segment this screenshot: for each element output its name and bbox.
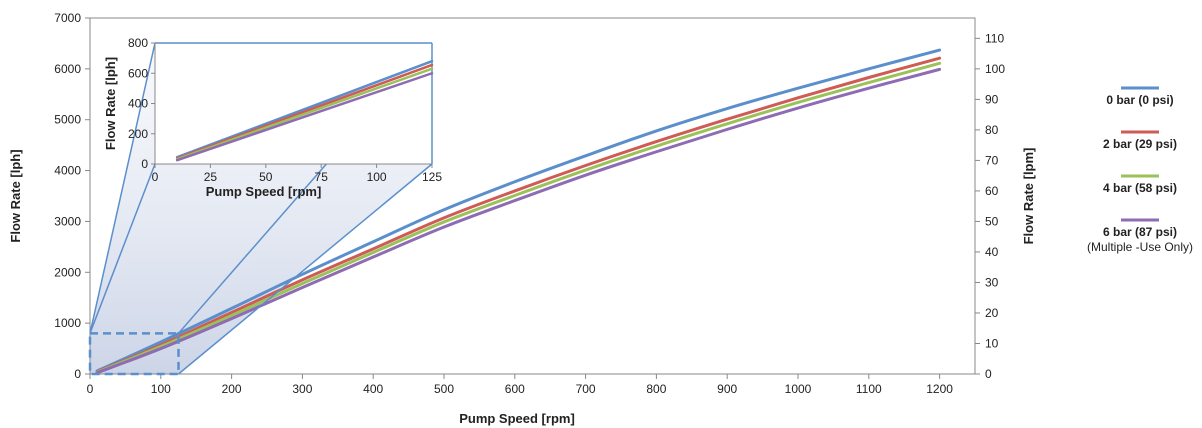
- y-tick-label: 7000: [54, 11, 81, 25]
- inset-y-tick-label: 0: [141, 157, 148, 171]
- y-right-axis-label: Flow Rate [lpm]: [1021, 148, 1036, 245]
- y-tick-label: 1000: [54, 316, 81, 330]
- y-right-tick-label: 20: [985, 306, 999, 320]
- inset-x-tick-label: 100: [367, 170, 387, 184]
- y-right-tick-label: 30: [985, 275, 999, 289]
- x-tick-label: 0: [87, 382, 94, 396]
- inset-x-tick-label: 125: [422, 170, 442, 184]
- y-tick-label: 5000: [54, 113, 81, 127]
- x-tick-label: 100: [151, 382, 171, 396]
- x-tick-label: 600: [505, 382, 525, 396]
- y-right-tick-label: 50: [985, 214, 999, 228]
- legend-label-1: 2 bar (29 psi): [1103, 137, 1177, 151]
- inset-background: [155, 43, 432, 164]
- inset-x-axis-label: Pump Speed [rpm]: [206, 184, 322, 199]
- x-tick-label: 300: [292, 382, 312, 396]
- y-tick-label: 0: [74, 367, 81, 381]
- series-line-1: [95, 56, 942, 374]
- inset-y-tick-label: 600: [128, 66, 148, 80]
- zoom-projection-fill: [90, 43, 432, 374]
- y-right-tick-label: 40: [985, 245, 999, 259]
- zoom-line-top-left: [89, 42, 156, 334]
- y-right-tick-label: 90: [985, 92, 999, 106]
- y-tick-label: 3000: [54, 214, 81, 228]
- main-ticks: 0 100 200 300 400 500 600 700 800 900 1000 1100 1200…: [54, 11, 1005, 396]
- inset-y-tick-label: 800: [128, 36, 148, 50]
- inset-series-line-3: [175, 72, 434, 162]
- plot-frame: [89, 17, 976, 375]
- inset-x-tick-label: 75: [315, 170, 329, 184]
- x-tick-label: 1200: [926, 382, 953, 396]
- y-tick-label: 2000: [54, 265, 81, 279]
- main-axes: [89, 17, 976, 375]
- series-line-2: [95, 61, 942, 374]
- x-tick-label: 800: [646, 382, 666, 396]
- series-line-3: [95, 67, 942, 375]
- y-tick-label: 6000: [54, 62, 81, 76]
- inset-x-tick-label: 25: [204, 170, 218, 184]
- inset-x-tick-label: 50: [259, 170, 273, 184]
- y-right-tick-label: 80: [985, 123, 999, 137]
- y-axis-label: Flow Rate [lph]: [8, 149, 23, 242]
- x-tick-label: 1100: [856, 382, 882, 396]
- x-tick-label: 400: [363, 382, 383, 396]
- inset-y-tick-label: 200: [128, 127, 148, 141]
- legend-label-3: 6 bar (87 psi): [1103, 225, 1177, 239]
- inset-series-line-2: [175, 67, 434, 161]
- zoom-box: [88, 332, 180, 376]
- main-series: [95, 48, 942, 375]
- inset-series-line-0: [175, 59, 434, 159]
- inset-y-axis-label: Flow Rate [lph]: [103, 57, 118, 150]
- y-right-tick-label: 100: [985, 62, 1005, 76]
- inset-chart: 0 25 50 75 100 125 0 200 400 600 800 Pump Speed [rp…: [103, 36, 442, 199]
- y-right-tick-label: 60: [985, 184, 999, 198]
- y-right-tick-label: 110: [985, 31, 1004, 45]
- inset-series-line-1: [175, 63, 434, 160]
- legend-note: (Multiple -Use Only): [1087, 240, 1193, 254]
- y-right-tick-label: 0: [985, 367, 992, 381]
- series-line-0: [95, 48, 942, 373]
- legend-label-2: 4 bar (58 psi): [1103, 181, 1177, 195]
- zoom-line-bottom-left: [89, 163, 156, 334]
- x-axis-label: Pump Speed [rpm]: [459, 411, 575, 426]
- y-right-tick-label: 10: [985, 336, 999, 350]
- inset-y-tick-label: 400: [128, 97, 148, 111]
- x-tick-label: 1000: [785, 382, 812, 396]
- x-tick-label: 200: [222, 382, 242, 396]
- y-tick-label: 4000: [54, 164, 81, 178]
- legend: 0 bar (0 psi) 2 bar (29 psi) 4 bar (58 psi…: [1087, 86, 1193, 254]
- inset-x-tick-label: 0: [152, 170, 159, 184]
- x-tick-label: 500: [434, 382, 454, 396]
- y-right-tick-label: 70: [985, 153, 999, 167]
- zoom-line-bottom-right: [178, 163, 433, 375]
- legend-label-0: 0 bar (0 psi): [1106, 93, 1173, 107]
- zoom-projection: [90, 43, 432, 374]
- x-tick-label: 900: [717, 382, 737, 396]
- x-tick-label: 700: [576, 382, 596, 396]
